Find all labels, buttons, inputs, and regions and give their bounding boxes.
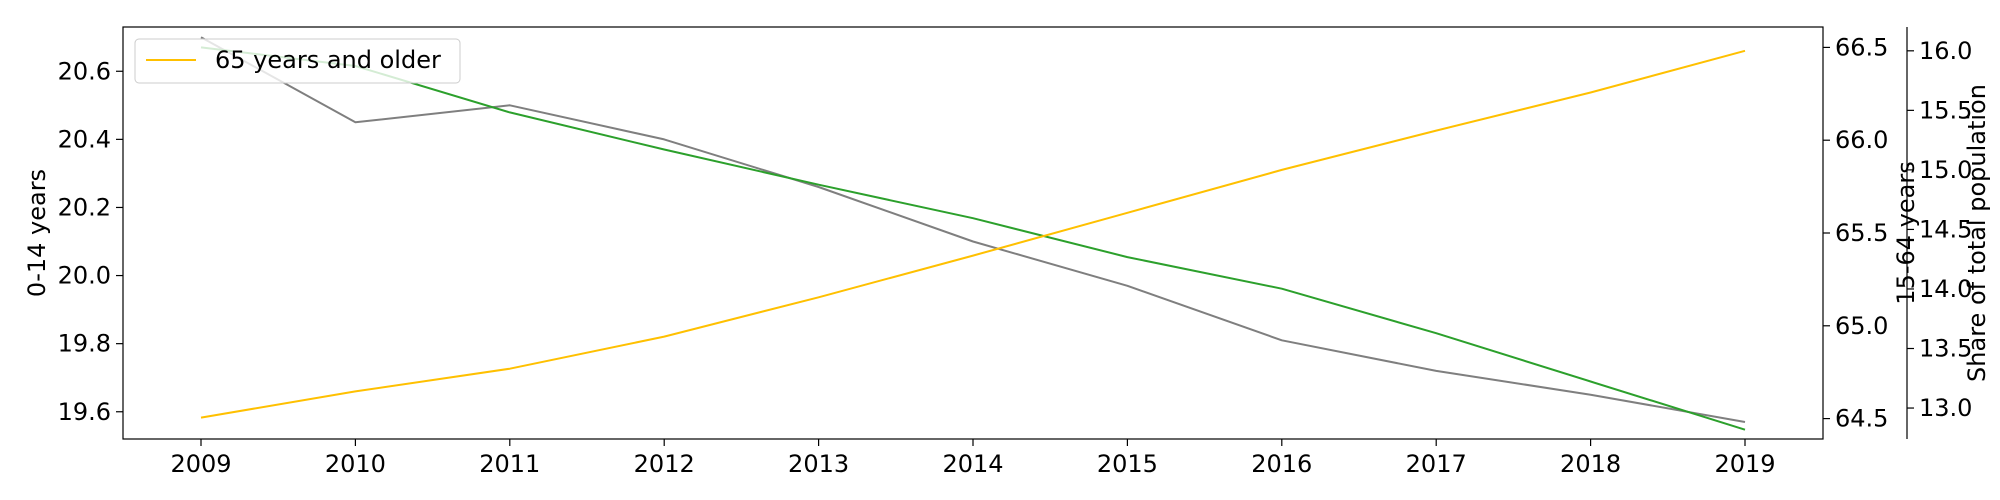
x-tick-label: 2017 bbox=[1406, 450, 1467, 478]
x-tick-label: 2011 bbox=[479, 450, 540, 478]
y-left-tick-label: 20.2 bbox=[58, 193, 111, 221]
y-right-tick-label: 65.0 bbox=[1835, 312, 1888, 340]
series-layer bbox=[200, 36, 1746, 431]
y-right-tick-label: 66.5 bbox=[1835, 33, 1888, 61]
y-far-right-tick-label: 15.0 bbox=[1919, 156, 1972, 184]
y-axis-right: 64.5 65.0 65.5 66.0 66.5 bbox=[1823, 33, 1888, 433]
x-tick-label: 2018 bbox=[1560, 450, 1621, 478]
y-far-right-tick-label: 16.0 bbox=[1919, 37, 1972, 65]
x-tick-label: 2013 bbox=[788, 450, 849, 478]
y-right-tick-label: 64.5 bbox=[1835, 405, 1888, 433]
y-far-right-tick-label: 14.5 bbox=[1919, 215, 1972, 243]
x-axis: 2009 2010 2011 2012 2013 2014 2015 2016 2017 2018… bbox=[170, 439, 1776, 478]
y-axis-left-title: 0-14 years bbox=[23, 169, 51, 297]
x-tick-label: 2016 bbox=[1251, 450, 1312, 478]
series-line-2 bbox=[200, 49, 1746, 419]
x-tick-label: 2014 bbox=[942, 450, 1003, 478]
y-axis-far-right: 13.0 13.5 14.0 14.5 15.0 15.5 16.0 bbox=[1906, 27, 1972, 439]
x-tick-label: 2015 bbox=[1097, 450, 1158, 478]
y-axis-left: 19.6 19.8 20.0 20.2 20.4 20.6 bbox=[58, 57, 123, 426]
y-far-right-tick-label: 13.5 bbox=[1919, 335, 1972, 363]
y-axis-far-right-title: Share of total population bbox=[1963, 84, 1991, 382]
y-left-tick-label: 20.0 bbox=[58, 262, 111, 290]
x-tick-label: 2010 bbox=[325, 450, 386, 478]
legend: 65 years and older bbox=[134, 38, 461, 84]
legend-label: 65 years and older bbox=[215, 46, 441, 74]
series-line-1 bbox=[200, 46, 1746, 431]
y-far-right-tick-label: 15.5 bbox=[1919, 96, 1972, 124]
y-left-tick-label: 19.8 bbox=[58, 330, 111, 358]
plot-area bbox=[122, 26, 1824, 440]
y-left-tick-label: 20.6 bbox=[58, 57, 111, 85]
y-left-tick-label: 20.4 bbox=[58, 125, 111, 153]
legend-box bbox=[134, 38, 461, 84]
y-left-tick-label: 19.6 bbox=[58, 398, 111, 426]
y-right-tick-label: 66.0 bbox=[1835, 126, 1888, 154]
series-line-0 bbox=[200, 36, 1746, 423]
x-tick-label: 2009 bbox=[170, 450, 231, 478]
y-far-right-tick-label: 14.0 bbox=[1919, 275, 1972, 303]
y-far-right-tick-label: 13.0 bbox=[1919, 394, 1972, 422]
x-tick-label: 2019 bbox=[1714, 450, 1775, 478]
x-tick-label: 2012 bbox=[634, 450, 695, 478]
y-axis-right-title: 15-64 years bbox=[1892, 161, 1920, 304]
y-right-tick-label: 65.5 bbox=[1835, 219, 1888, 247]
